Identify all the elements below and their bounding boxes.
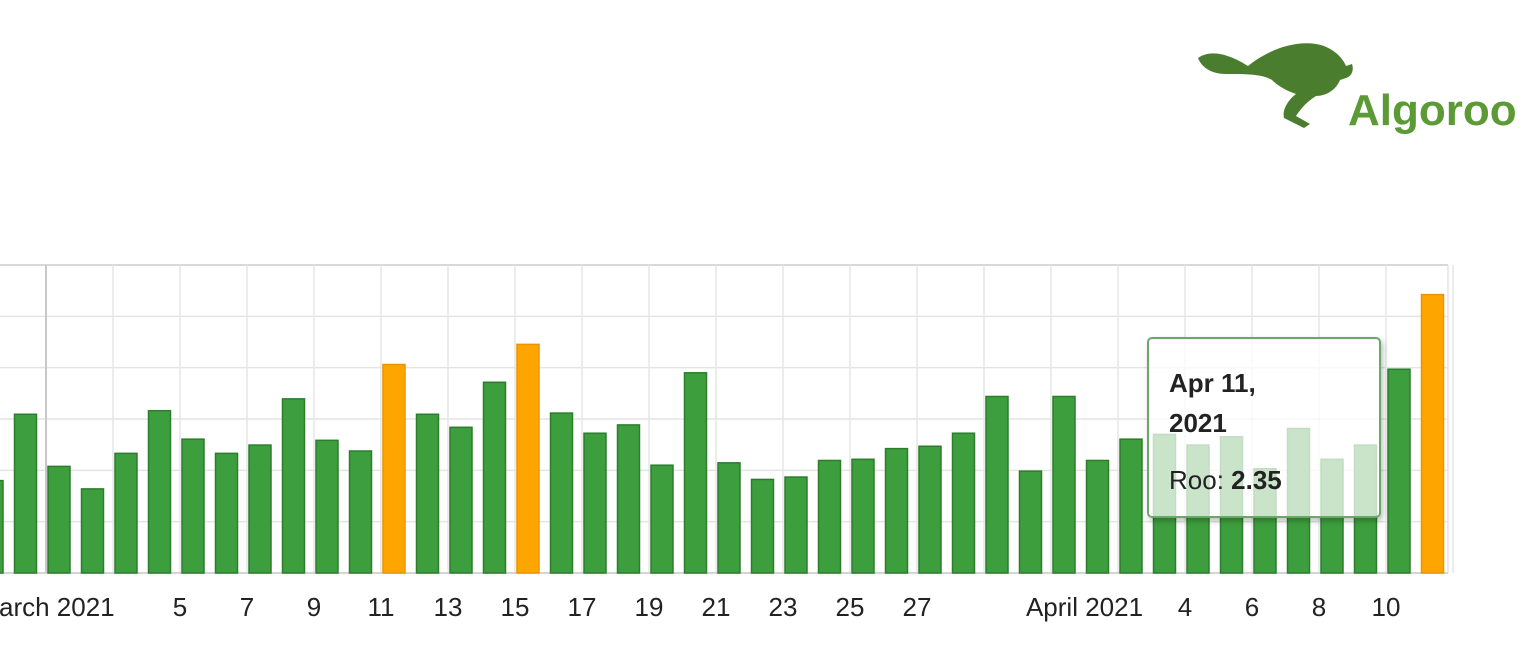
- bar: [114, 452, 138, 574]
- x-tick-label: 27: [903, 592, 932, 622]
- bar: [214, 452, 239, 574]
- bar: [1119, 438, 1143, 574]
- x-tick-label: March 2021: [0, 592, 115, 622]
- tooltip: Apr 11, 2021 Roo: 2.35: [1147, 337, 1381, 518]
- x-tick-label: 4: [1178, 592, 1192, 622]
- bar: [884, 447, 909, 574]
- bar: [0, 479, 4, 574]
- bar: [281, 398, 306, 574]
- x-tick-label: 13: [434, 592, 463, 622]
- tooltip-label: Roo:: [1169, 465, 1224, 495]
- bar: [616, 424, 641, 574]
- x-tick-label: April 2021: [1026, 592, 1143, 622]
- bar: [1387, 368, 1411, 574]
- x-tick-label: 5: [173, 592, 187, 622]
- tooltip-title: Apr 11, 2021: [1169, 368, 1256, 438]
- tooltip-row: Roo: 2.35: [1169, 465, 1359, 496]
- x-tick-label: 23: [769, 592, 798, 622]
- x-tick-label: 19: [635, 592, 664, 622]
- x-tick-label: 15: [501, 592, 530, 622]
- bar: [650, 464, 674, 574]
- bar: [549, 412, 574, 574]
- x-tick-label: 9: [307, 592, 321, 622]
- bar: [315, 439, 339, 574]
- bar: [415, 413, 440, 574]
- bar: [482, 381, 507, 574]
- x-tick-label: 11: [368, 592, 395, 622]
- bar: [382, 363, 406, 574]
- bar: [1052, 395, 1076, 574]
- x-tick-label: 8: [1312, 592, 1326, 622]
- logo-text: Algoroo: [1348, 86, 1517, 135]
- bar: [147, 409, 172, 574]
- x-tick-label: 7: [240, 592, 254, 622]
- bar: [80, 488, 105, 574]
- x-tick-label: 25: [836, 592, 865, 622]
- bar: [784, 476, 808, 574]
- kangaroo-icon: [1198, 43, 1353, 128]
- x-tick-label: 17: [568, 592, 597, 622]
- x-tick-label: 21: [702, 592, 731, 622]
- bar: [918, 445, 942, 574]
- bar: [717, 462, 741, 574]
- x-axis-labels: March 2021 5 7 9 11 13 15 17 19 21 23 25 27 April 202…: [0, 592, 1400, 622]
- bar: [583, 432, 607, 574]
- bar: [1420, 293, 1445, 574]
- x-tick-label: 6: [1245, 592, 1259, 622]
- bar: [47, 465, 71, 574]
- bar: [1018, 470, 1043, 574]
- bar: [248, 444, 272, 574]
- bar: [683, 372, 708, 574]
- tooltip-value: 2.35: [1231, 465, 1282, 495]
- bar: [13, 413, 38, 574]
- bar: [985, 395, 1009, 574]
- logo: Algoroo: [1198, 43, 1517, 135]
- x-tick-label: 10: [1372, 592, 1401, 622]
- bar: [817, 459, 842, 574]
- bar: [348, 450, 373, 574]
- bar: [449, 426, 473, 574]
- bar: [951, 432, 976, 574]
- bar: [181, 438, 205, 574]
- bar: [516, 343, 540, 574]
- bar: [1085, 459, 1110, 574]
- bar: [750, 478, 775, 574]
- bar: [851, 458, 875, 574]
